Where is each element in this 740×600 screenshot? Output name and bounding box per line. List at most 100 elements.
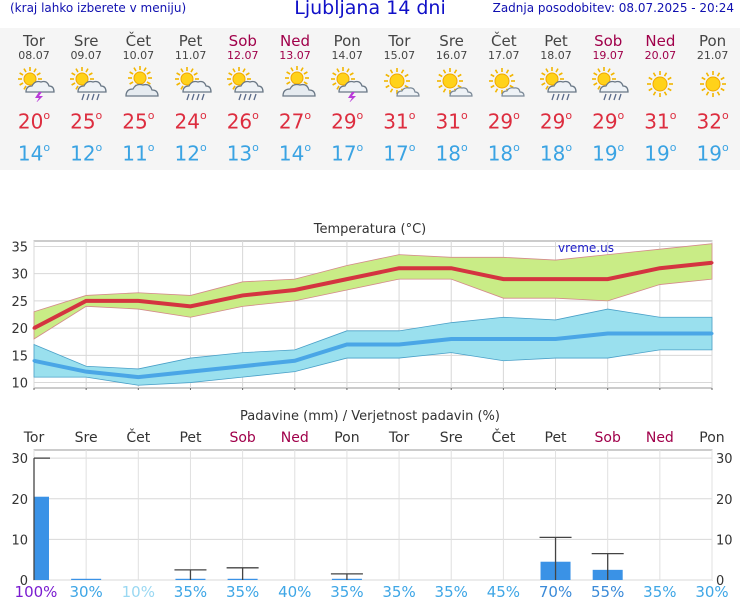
sun-icon	[687, 66, 739, 102]
last-updated: Zadnja posodobitev: 08.07.2025 - 20:24	[492, 1, 734, 15]
forecast-day: Pet 18.07 29o 18o	[530, 28, 582, 165]
precip-probability: 35%	[226, 583, 259, 600]
precip-probability: 55%	[591, 583, 624, 600]
day-name: Sre	[439, 32, 464, 50]
sun-cloud-icon	[269, 66, 321, 102]
forecast-day: Čet 17.07 29o 18o	[478, 28, 530, 165]
forecast-day: Tor 08.07 20o 14o	[8, 28, 60, 165]
min-temp: 19o	[592, 140, 625, 166]
temp-point-max	[606, 277, 610, 281]
temp-point-min	[84, 370, 88, 374]
min-temp: 13o	[226, 140, 259, 166]
location-hint[interactable]: (kraj lahko izberete v meniju)	[10, 1, 187, 15]
x-tick-label: Pet	[179, 430, 202, 446]
min-temp: 18o	[487, 140, 520, 166]
sun-icon	[634, 66, 686, 102]
precip-probability: 70%	[539, 583, 572, 600]
chart-title: Temperatura (°C)	[313, 222, 426, 237]
x-tick-label: Ned	[281, 430, 309, 446]
forecast-day: Sre 09.07 25o 12o	[60, 28, 112, 165]
day-date: 11.07	[174, 49, 207, 62]
y-tick-label: 10	[11, 533, 28, 548]
x-tick-label: Čet	[491, 428, 515, 446]
x-tick-label: Sre	[75, 430, 98, 446]
y-tick-label: 30	[11, 452, 28, 467]
temp-point-min	[658, 332, 662, 336]
y-tick-label: 25	[11, 295, 28, 310]
day-name: Čet	[125, 32, 152, 50]
x-tick-label: Pon	[699, 430, 724, 446]
temp-point-min	[606, 332, 610, 336]
temp-point-max	[84, 299, 88, 303]
min-temp: 18o	[435, 140, 468, 166]
precip-probability: 40%	[278, 583, 311, 600]
max-temp: 29o	[592, 109, 625, 134]
sun-small-cloud-icon	[478, 66, 530, 102]
temp-point-min	[397, 342, 401, 346]
y-tick-label: 30	[11, 268, 28, 283]
day-name: Ned	[645, 32, 676, 50]
temp-point-max	[136, 299, 140, 303]
sun-small-cloud-icon	[426, 66, 478, 102]
y-tick-label: 20	[11, 493, 28, 508]
max-temp: 29o	[539, 109, 573, 134]
x-tick-label: Pon	[334, 430, 359, 446]
temperature-chart: Temperatura (°C) 10 15 20 25 30 35 vreme.us	[11, 222, 714, 390]
page-title: Ljubljana 14 dni	[294, 0, 446, 19]
max-temp: 25o	[122, 109, 155, 134]
x-tick-label: Tor	[388, 430, 410, 446]
sun-cloud-rain-icon	[582, 66, 634, 102]
min-temp: 14o	[278, 140, 312, 166]
y-tick-label-right: 30	[716, 452, 733, 467]
min-temp: 12o	[70, 140, 103, 166]
x-tick-label: Ned	[646, 430, 674, 446]
temp-point-min	[32, 359, 36, 363]
forecast-day: Sob 12.07 26o 13o	[217, 28, 269, 165]
temp-point-max	[241, 293, 245, 297]
precip-probability: 35%	[174, 583, 207, 600]
temp-point-max	[449, 266, 453, 270]
day-date: 09.07	[70, 49, 102, 62]
temp-point-min	[449, 337, 453, 341]
min-temp: 17o	[383, 140, 416, 166]
precip-probability: 35%	[382, 583, 415, 600]
day-date: 12.07	[227, 49, 259, 62]
temp-point-max	[710, 261, 714, 265]
daily-forecast-strip: Tor 08.07 20o 14o Sre 09.07 25o 12o Čet 10.07 25o 1…	[0, 28, 740, 170]
temp-point-min	[501, 337, 505, 341]
temp-point-max	[188, 304, 192, 308]
y-tick-label-right: 0	[716, 574, 724, 589]
day-date: 16.07	[435, 49, 468, 62]
precip-probability: 100%	[15, 583, 58, 600]
temp-point-max	[32, 326, 36, 330]
y-tick-label-right: 10	[716, 533, 733, 548]
day-date: 10.07	[122, 49, 155, 62]
forecast-day: Tor 15.07 31o 17o	[373, 28, 425, 165]
temp-point-max	[293, 288, 297, 292]
min-temp: 19o	[696, 140, 729, 166]
precip-probability: 10%	[122, 583, 155, 600]
max-temp: 27o	[278, 109, 312, 134]
min-temp: 17o	[331, 140, 364, 166]
precip-bar	[71, 578, 102, 580]
y-tick-label: 35	[11, 240, 28, 255]
min-temp: 19o	[644, 140, 677, 166]
forecast-day: Ned 20.07 31o 19o	[634, 28, 686, 166]
max-temp: 31o	[383, 109, 416, 134]
top-bar: (kraj lahko izberete v meniju) Ljubljana…	[0, 0, 740, 20]
precip-bar	[34, 496, 49, 580]
y-tick-label: 10	[11, 377, 28, 390]
sun-cloud-rain-icon	[60, 66, 112, 102]
sun-cloud-thunder-icon	[321, 66, 373, 102]
temp-line-min	[33, 331, 712, 380]
temp-point-max	[658, 266, 662, 270]
day-date: 20.07	[644, 49, 677, 62]
day-name: Tor	[23, 32, 45, 50]
y-tick-label: 0	[20, 574, 28, 589]
precip-probability: 35%	[330, 583, 363, 600]
chart-title: Padavine (mm) / Verjetnost padavin (%)	[240, 409, 500, 424]
precip-probability: 35%	[643, 583, 676, 600]
day-date: 08.07	[18, 49, 50, 62]
min-temp: 12o	[174, 140, 207, 166]
precip-probability: 35%	[435, 583, 468, 600]
